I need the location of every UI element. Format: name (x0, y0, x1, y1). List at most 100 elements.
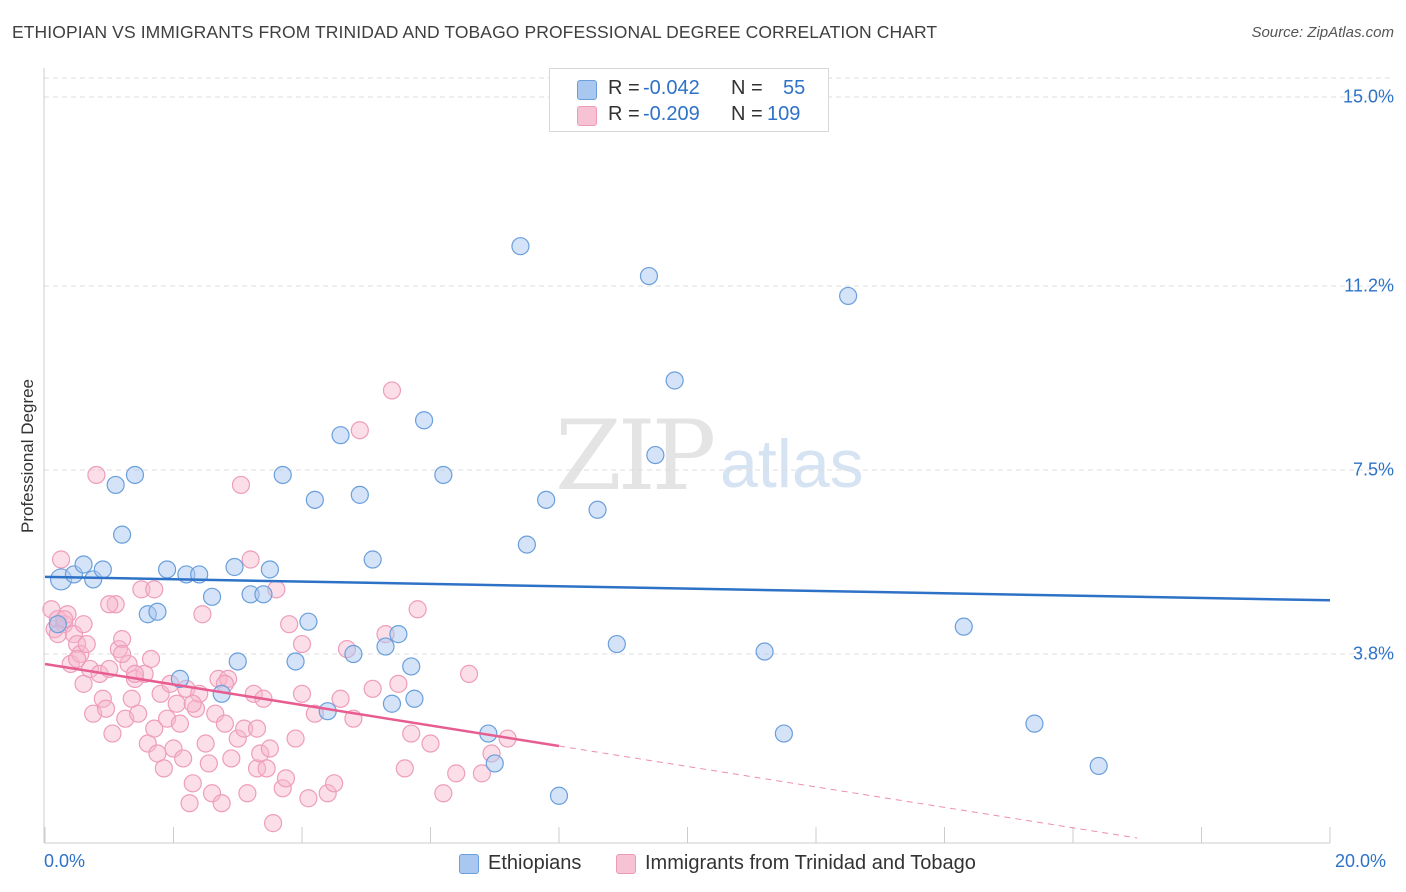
trinidad-point (186, 699, 206, 718)
trinidad-point (145, 580, 164, 599)
trinidad-point (132, 580, 151, 599)
trinidad-point (145, 719, 164, 738)
ethiopian-point (839, 286, 858, 306)
correlation-legend: R = -0.042 N = 55 R = -0.209 N = 109 (549, 68, 829, 132)
legend-row-trinidad: R = -0.209 N = 109 (550, 102, 828, 128)
trinidad-point (151, 684, 170, 703)
y-tick-label: 3.8% (1352, 643, 1394, 664)
ethiopian-point (170, 669, 190, 688)
trinidad-point (112, 644, 132, 664)
trinidad-point (64, 625, 84, 644)
trinidad-trend-line (44, 662, 560, 748)
trinidad-point (164, 739, 183, 758)
ethiopian-point (402, 657, 421, 676)
ethiopian-point (344, 644, 363, 664)
ethiopian-point (389, 625, 408, 644)
trinidad-point (193, 605, 212, 624)
trinidad-point (141, 649, 161, 669)
trinidad-point (170, 714, 190, 733)
ethiopian-point (350, 485, 369, 504)
trinidad-point (215, 714, 234, 733)
trinidad-point (71, 644, 90, 664)
trinidad-point (325, 774, 344, 793)
trinidad-point (183, 694, 202, 713)
legend-swatch-pink (577, 106, 597, 126)
ethiopian-point (646, 445, 665, 465)
ethiopian-point (48, 615, 67, 634)
ethiopian-point (93, 560, 112, 579)
ethiopian-point (607, 634, 626, 654)
legend-swatch-pink (616, 854, 636, 874)
x-tick-label-max: 20.0% (1335, 851, 1387, 871)
ethiopian-point (157, 560, 177, 579)
trinidad-point (96, 699, 116, 718)
trinidad-point (331, 689, 350, 708)
trinidad-trend-extrapolation (558, 745, 1138, 839)
legend-n-value: 55 (783, 77, 806, 99)
watermark-zip: ZIP (555, 400, 716, 512)
trinidad-point (363, 679, 382, 698)
trinidad-point (408, 600, 427, 619)
ethiopian-point (665, 371, 684, 390)
trinidad-point (447, 764, 466, 783)
ethiopian-point (954, 617, 973, 636)
trinidad-point (247, 719, 267, 738)
trinidad-point (196, 734, 215, 753)
trinidad-point (247, 759, 267, 778)
y-tick-label: 7.5% (1352, 459, 1394, 480)
trinidad-point (167, 694, 186, 713)
trinidad-point (129, 704, 148, 723)
trinidad-point (183, 774, 202, 793)
trinidad-point (260, 739, 279, 758)
ethiopian-point (299, 612, 318, 631)
trinidad-point (77, 634, 96, 654)
trinidad-point (382, 381, 402, 400)
ethiopian-point (1089, 756, 1108, 776)
ethiopian-point (434, 465, 453, 485)
ethiopian-point (376, 637, 395, 656)
ethiopian-point (331, 426, 350, 445)
ethiopian-point (74, 555, 93, 574)
trinidad-point (402, 724, 421, 743)
legend-n-label: N = (731, 77, 763, 99)
trinidad-point (199, 754, 218, 773)
ethiopian-point (517, 535, 536, 554)
legend-r-value: -0.042 (643, 77, 700, 99)
ethiopian-point (305, 490, 324, 509)
legend-n-value: 109 (767, 103, 801, 125)
legend-swatch-blue (459, 854, 479, 874)
legend-swatch-blue (577, 80, 597, 100)
trinidad-point (292, 634, 312, 654)
trinidad-point (292, 684, 312, 703)
ethiopian-point (511, 237, 530, 256)
trinidad-point (103, 724, 122, 743)
trinidad-point (395, 759, 414, 778)
ethiopian-point (228, 652, 247, 671)
trinidad-point (202, 784, 222, 803)
trinidad-point (100, 595, 119, 614)
trinidad-point (421, 734, 440, 753)
ethiopians-trend-line (44, 575, 1331, 602)
source-credit: Source: ZipAtlas.com (1251, 24, 1394, 41)
gridlines (44, 77, 1392, 655)
trinidad-point (154, 759, 173, 778)
chart-title: ETHIOPIAN VS IMMIGRANTS FROM TRINIDAD AN… (12, 22, 938, 42)
trinidad-point (459, 664, 479, 684)
trinidad-point (273, 779, 292, 798)
ethiopian-point (106, 475, 125, 495)
y-tick-label: 11.2% (1344, 275, 1394, 296)
trinidad-point (318, 784, 337, 803)
ethiopian-point (254, 585, 273, 604)
trinidad-point (350, 421, 369, 440)
legend-label: Immigrants from Trinidad and Tobago (645, 852, 976, 874)
ethiopian-point (382, 694, 402, 713)
ethiopian-point (112, 525, 132, 544)
ethiopian-point (639, 266, 659, 286)
ethiopian-point (363, 550, 382, 569)
trinidad-point (180, 794, 199, 813)
trinidad-point (280, 615, 299, 634)
legend-r-label: R = (608, 103, 640, 125)
ethiopian-point (537, 490, 556, 509)
axes (43, 68, 1331, 844)
